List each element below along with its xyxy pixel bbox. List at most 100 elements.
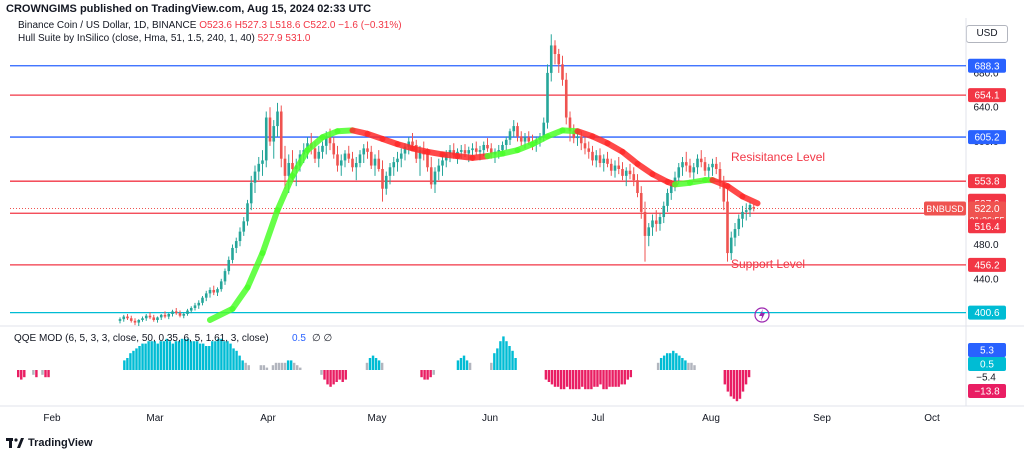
candle-body xyxy=(351,158,354,168)
symbol-legend[interactable]: Binance Coin / US Dollar, 1D, BINANCE O5… xyxy=(18,20,402,31)
qqe-bar xyxy=(493,353,496,370)
price-level-label: 654.1 xyxy=(974,91,999,102)
qqe-bar xyxy=(47,370,50,378)
hull-indicator-values: 527.9 531.0 xyxy=(257,33,311,44)
candle-body xyxy=(373,158,377,166)
candle-body xyxy=(167,313,171,317)
hull-band-segment xyxy=(229,284,251,312)
candle-body xyxy=(733,229,737,238)
candle-body xyxy=(126,316,129,319)
candle-body xyxy=(587,148,591,152)
qqe-bar xyxy=(44,370,47,378)
candle-body xyxy=(632,174,636,181)
tradingview-footer[interactable]: TradingView xyxy=(6,437,93,449)
price-level-badge xyxy=(968,88,1006,103)
qqe-bar xyxy=(544,370,548,380)
qqe-bar xyxy=(162,341,165,370)
tradingview-logo-icon xyxy=(6,438,24,448)
candle-body xyxy=(677,167,681,178)
qqe-bar xyxy=(286,360,290,370)
qqe-bar xyxy=(192,341,196,370)
qqe-bar xyxy=(183,338,187,370)
hull-legend[interactable]: Hull Suite by InSilico (close, Hma, 51, … xyxy=(18,33,310,44)
hull-band-segment xyxy=(724,183,746,200)
candle-body xyxy=(658,217,662,224)
qqe-badge xyxy=(968,357,1006,371)
qqe-bar xyxy=(420,370,423,378)
candle-body xyxy=(624,170,628,176)
qqe-bar xyxy=(368,358,372,370)
qqe-bar xyxy=(693,365,696,370)
candle-body xyxy=(148,315,152,318)
qqe-bar xyxy=(374,358,378,370)
candle-body xyxy=(692,167,696,173)
candle-body xyxy=(564,79,568,118)
candle-body xyxy=(392,162,396,168)
qqe-bar xyxy=(171,343,175,370)
candle-body xyxy=(231,247,234,260)
qqe-bar xyxy=(229,343,232,370)
qqe-bar xyxy=(262,365,266,370)
qqe-bar xyxy=(623,370,626,385)
qqe-bar xyxy=(189,341,193,370)
candle-body xyxy=(118,319,122,321)
qqe-bar xyxy=(508,346,511,370)
candle-body xyxy=(594,155,598,161)
candle-body xyxy=(377,158,381,169)
qqe-bar xyxy=(687,362,690,370)
tradingview-brand: TradingView xyxy=(28,437,93,449)
candle-body xyxy=(752,207,756,209)
candle-body xyxy=(557,54,561,65)
qqe-bar xyxy=(614,370,617,387)
price-level-label: 456.2 xyxy=(974,260,999,271)
candle-body xyxy=(508,131,512,140)
candle-body xyxy=(696,158,699,168)
qqe-bar xyxy=(665,353,669,370)
candle-body xyxy=(182,313,186,316)
candle-body xyxy=(707,167,711,171)
candle-body xyxy=(636,180,639,194)
x-tick-label: Apr xyxy=(260,413,276,424)
qqe-bar xyxy=(565,370,569,387)
qqe-bar xyxy=(20,370,23,380)
candle-body xyxy=(186,310,189,314)
currency-selector[interactable]: USD xyxy=(966,25,1008,43)
qqe-bar xyxy=(672,350,675,370)
qqe-bar xyxy=(292,362,296,370)
candle-body xyxy=(437,165,441,172)
candle-body xyxy=(729,237,733,254)
candle-body xyxy=(411,141,414,145)
y-tick-label: 680.0 xyxy=(973,68,998,79)
candle-body xyxy=(527,137,531,142)
qqe-bar xyxy=(502,336,505,370)
candle-body xyxy=(336,154,339,166)
candle-body xyxy=(583,143,587,149)
qqe-bar xyxy=(678,355,681,370)
qqe-bar xyxy=(593,370,596,387)
qqe-bar xyxy=(729,370,733,397)
qqe-bar xyxy=(135,348,138,370)
qqe-bar xyxy=(299,367,302,370)
qqe-bar xyxy=(265,367,269,370)
qqe-bar xyxy=(611,370,614,387)
candle-body xyxy=(579,136,583,144)
candle-body xyxy=(388,167,392,176)
candle-body xyxy=(238,231,242,242)
candle-body xyxy=(703,162,707,171)
qqe-bar xyxy=(195,341,199,370)
candle-body xyxy=(748,205,752,211)
hull-band-segment xyxy=(274,172,296,214)
qqe-bar xyxy=(596,370,599,387)
qqe-bar xyxy=(726,370,730,392)
candle-body xyxy=(666,193,669,206)
price-level-label: 605.2 xyxy=(974,133,999,144)
qqe-bar xyxy=(675,353,678,370)
qqe-bar xyxy=(584,370,587,390)
candle-body xyxy=(276,111,279,127)
lightning-icon[interactable] xyxy=(754,307,770,323)
candle-body xyxy=(219,281,223,290)
qqe-bar xyxy=(198,343,202,370)
qqe-bar xyxy=(271,365,275,370)
qqe-axis-label: −5.4 xyxy=(976,373,996,384)
